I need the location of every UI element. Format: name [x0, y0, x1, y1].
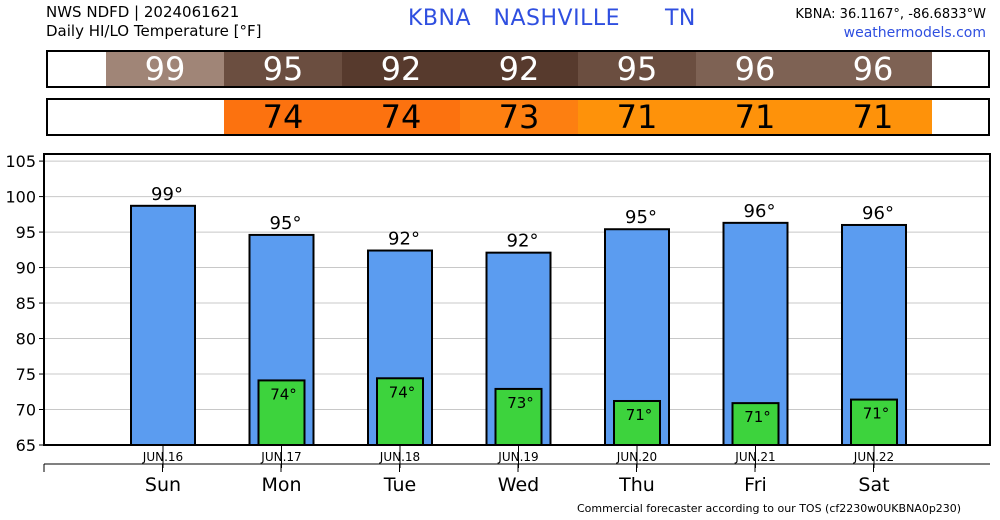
x-date-label: JUN.19: [497, 450, 538, 464]
y-tick-label: 95: [16, 223, 36, 242]
hi-bar-label: 95°: [625, 207, 657, 228]
hi-temp-cell: 92: [460, 50, 578, 88]
lo-bar-label: 71°: [744, 408, 771, 426]
x-date-label: JUN.21: [734, 450, 775, 464]
hi-temp-cell: 95: [578, 50, 696, 88]
lo-bar-label: 73°: [507, 394, 534, 412]
lo-temp-cell: 73: [460, 98, 578, 136]
product-line: Daily HI/LO Temperature [°F]: [46, 22, 262, 40]
header-left: NWS NDFD | 2024061621 Daily HI/LO Temper…: [46, 3, 262, 41]
x-day-label: Wed: [498, 474, 539, 496]
station-name: NASHVILLE: [493, 6, 620, 31]
x-day-label: Fri: [744, 474, 767, 496]
lo-bar-label: 74°: [270, 385, 297, 403]
y-tick-label: 100: [5, 188, 36, 207]
hi-bar-label: 99°: [151, 184, 183, 205]
hi-bar-label: 92°: [507, 231, 539, 252]
lo-temp-cell: [106, 100, 224, 134]
y-tick-label: 105: [5, 152, 36, 171]
x-date-label: JUN.20: [616, 450, 657, 464]
hi-temp-cell: 95: [224, 50, 342, 88]
x-day-label: Mon: [261, 474, 301, 496]
lo-temp-cell: 74: [224, 98, 342, 136]
y-tick-label: 90: [16, 259, 36, 278]
hi-temp-cell: 96: [696, 50, 814, 88]
lo-bar-label: 71°: [863, 405, 890, 423]
lo-bar: [731, 402, 780, 446]
lo-bar-label: 74°: [389, 383, 416, 401]
source-line: NWS NDFD | 2024061621: [46, 3, 240, 21]
x-day-label: Sun: [145, 474, 181, 496]
x-day-label: Sat: [858, 474, 889, 496]
hi-temperature-strip: 99 95 92 92 95 96 96: [46, 50, 990, 88]
y-tick-label: 65: [16, 436, 36, 455]
station-state: TN: [664, 6, 696, 31]
lo-temperature-strip: 74 74 73 71 71 71: [46, 98, 990, 136]
hi-bar-label: 96°: [862, 203, 894, 224]
hi-temp-cell: 92: [342, 50, 460, 88]
hi-temp-cell: 99: [106, 50, 224, 88]
lo-temp-cell: 71: [696, 98, 814, 136]
lo-temp-cell: 71: [814, 98, 932, 136]
x-date-label: JUN.22: [853, 450, 894, 464]
station-title: KBNA NASHVILLE TN: [408, 6, 696, 31]
station-code: KBNA: [408, 6, 472, 31]
y-tick-label: 80: [16, 330, 36, 349]
hi-bar-label: 96°: [744, 201, 776, 222]
hi-bar-label: 95°: [270, 213, 302, 234]
temperature-bar-chart: 65 70 75 80 85 90 95 100 105 99° 95° 74° 92° 74° 92° 73…: [5, 152, 991, 496]
y-tick-label: 75: [16, 365, 36, 384]
x-date-label: JUN.17: [260, 450, 301, 464]
hi-bar-label: 92°: [388, 229, 420, 250]
lo-bar-label: 71°: [626, 406, 653, 424]
x-day-label: Tue: [383, 474, 416, 496]
lo-temp-cell: 71: [578, 98, 696, 136]
hi-temp-cell: 96: [814, 50, 932, 88]
lo-bar: [257, 379, 306, 447]
website-link[interactable]: weathermodels.com: [843, 25, 986, 41]
y-tick-label: 70: [16, 401, 36, 420]
x-date-label: JUN.18: [379, 450, 420, 464]
station-coords: KBNA: 36.1167°, -86.6833°W: [795, 7, 986, 22]
hi-bar: [130, 204, 196, 446]
lo-temp-cell: 74: [342, 98, 460, 136]
y-tick-label: 85: [16, 294, 36, 313]
footer-note: Commercial forecaster according to our T…: [577, 502, 962, 515]
header-right: KBNA: 36.1167°, -86.6833°W weathermodels…: [795, 5, 986, 43]
x-day-label: Thu: [618, 474, 655, 496]
x-date-label: JUN.16: [142, 450, 183, 464]
